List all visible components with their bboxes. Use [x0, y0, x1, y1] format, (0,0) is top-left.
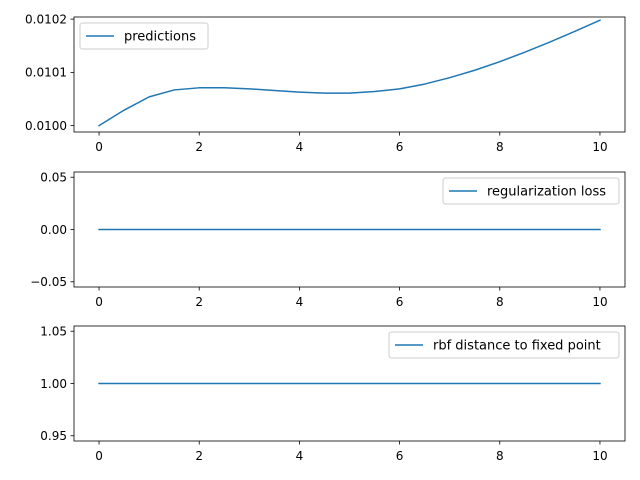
legend: predictions — [79, 22, 209, 50]
x-tick-label: 0 — [95, 295, 103, 309]
y-tick-label: 0.0100 — [25, 119, 67, 133]
legend-label: rbf distance to fixed point — [433, 339, 601, 354]
y-tick-label: 0.05 — [40, 171, 67, 185]
y-tick-label: 0.95 — [40, 429, 67, 443]
x-tick-label: 10 — [592, 295, 607, 309]
x-tick-label: 8 — [496, 295, 504, 309]
y-tick-label: −0.05 — [30, 275, 67, 289]
x-tick-label: 4 — [296, 449, 304, 463]
y-tick-label: 1.00 — [40, 377, 67, 391]
x-tick-label: 8 — [496, 449, 504, 463]
y-tick-label: 0.0101 — [25, 66, 67, 80]
x-tick-label: 0 — [95, 449, 103, 463]
x-tick-label: 2 — [195, 295, 203, 309]
legend: rbf distance to fixed point — [388, 331, 620, 359]
y-tick-label: 0.00 — [40, 223, 67, 237]
legend-box — [442, 177, 620, 205]
x-tick-label: 10 — [592, 140, 607, 154]
legend-box — [79, 22, 209, 50]
x-tick-label: 2 — [195, 140, 203, 154]
subplot-1: 0 2 4 6 8 10 0.0100 0.0101 0.0102 predictions — [25, 12, 626, 154]
axes-frame — [73, 16, 626, 133]
x-tick-label: 6 — [396, 295, 404, 309]
subplot-2: 0 2 4 6 8 10 −0.05 0.00 0.05 regularization loss — [30, 171, 626, 309]
x-tick-label: 10 — [592, 449, 607, 463]
legend-label: regularization loss — [487, 185, 606, 200]
y-tick-label: 1.05 — [40, 325, 67, 339]
x-tick-label: 4 — [296, 295, 304, 309]
series-line-1 — [98, 19, 601, 127]
x-tick-label: 8 — [496, 140, 504, 154]
legend-box — [388, 331, 620, 359]
legend: regularization loss — [442, 177, 620, 205]
x-tick-label: 6 — [396, 140, 404, 154]
y-tick-label: 0.0102 — [25, 12, 67, 26]
subplot-3: 0 2 4 6 8 10 0.95 1.00 1.05 rbf distance to fixed… — [40, 325, 626, 463]
x-tick-label: 6 — [396, 449, 404, 463]
x-tick-label: 2 — [195, 449, 203, 463]
x-tick-label: 4 — [296, 140, 304, 154]
legend-label: predictions — [124, 30, 196, 45]
x-tick-label: 0 — [95, 140, 103, 154]
